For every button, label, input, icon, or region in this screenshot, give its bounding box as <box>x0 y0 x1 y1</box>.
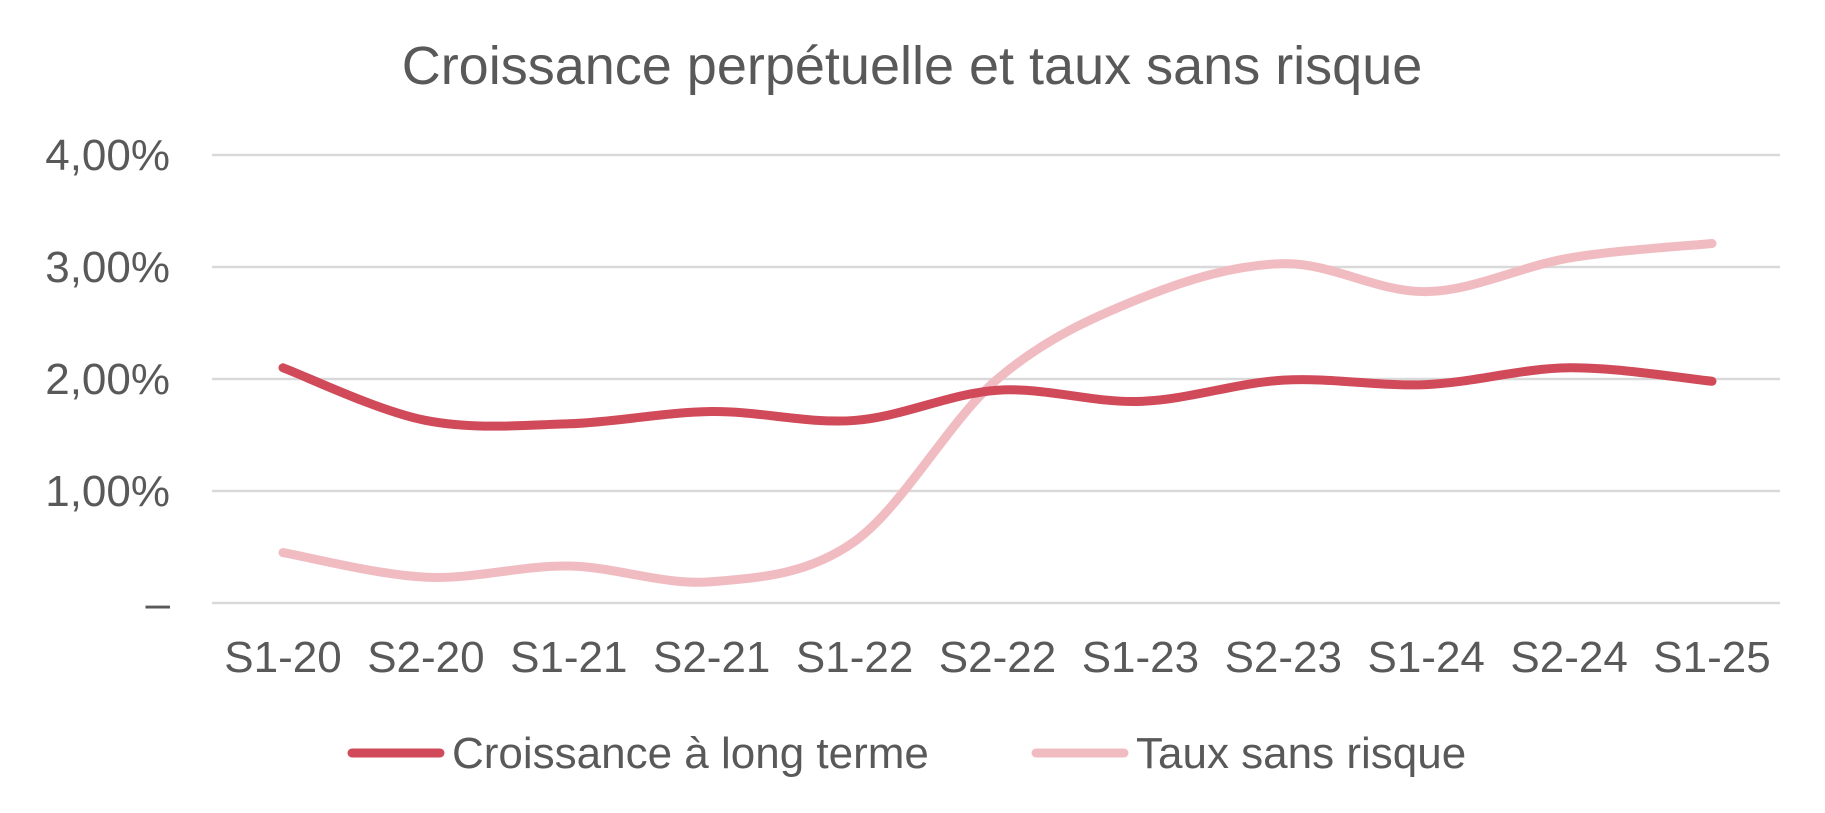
series-line-0 <box>278 363 1717 431</box>
y-tick-label: 2,00% <box>45 355 170 404</box>
x-tick-label: S2-21 <box>653 633 770 682</box>
x-tick-label: S1-22 <box>796 633 913 682</box>
y-tick-label: 4,00% <box>45 131 170 180</box>
x-tick-label: S2-20 <box>367 633 484 682</box>
legend-label: Croissance à long terme <box>452 729 929 778</box>
x-tick-label: S1-25 <box>1653 633 1770 682</box>
x-tick-label: S1-20 <box>224 633 341 682</box>
x-tick-label: S2-23 <box>1225 633 1342 682</box>
x-tick-label: S2-24 <box>1510 633 1627 682</box>
series-line-1 <box>278 238 1717 587</box>
chart-title: Croissance perpétuelle et taux sans risq… <box>402 36 1423 96</box>
y-tick-label: 3,00% <box>45 243 170 292</box>
series-lines <box>278 238 1717 587</box>
x-tick-label: S1-21 <box>510 633 627 682</box>
x-axis-tick-labels: S1-20 S2-20 S1-21 S2-21 S1-22 S2-22 S1-23 S2-23… <box>224 633 1770 682</box>
x-tick-label: S2-22 <box>939 633 1056 682</box>
x-tick-label: S1-23 <box>1082 633 1199 682</box>
legend-label: Taux sans risque <box>1136 729 1466 778</box>
x-tick-label: S1-24 <box>1367 633 1484 682</box>
y-tick-label: – <box>146 579 171 628</box>
y-tick-label: 1,00% <box>45 467 170 516</box>
y-axis-tick-labels: – 1,00% 2,00% 3,00% 4,00% <box>45 131 170 628</box>
legend: Croissance à long terme Taux sans risque <box>347 729 1466 778</box>
